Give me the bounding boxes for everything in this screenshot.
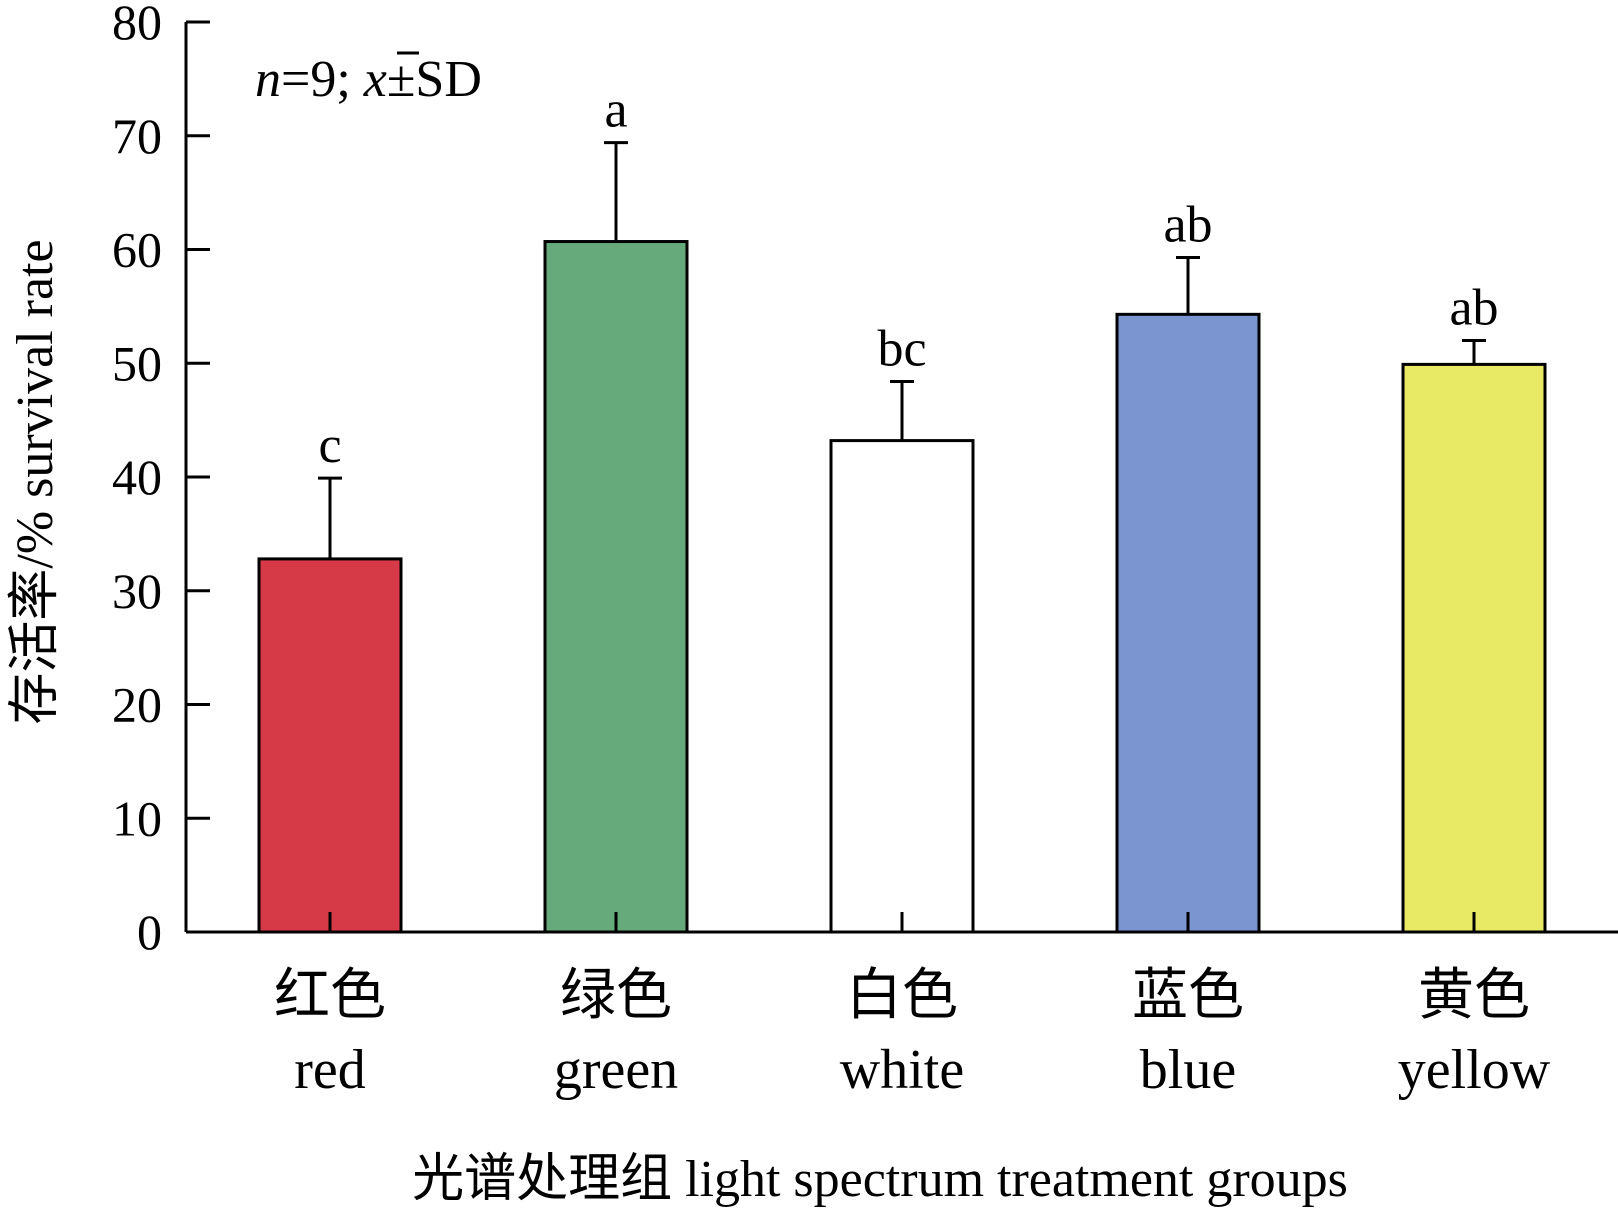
x-axis-title: 光谱处理组 light spectrum treatment groups bbox=[412, 1151, 1348, 1208]
y-axis-title: 存活率/% survival rate bbox=[7, 239, 64, 724]
bar-red bbox=[257, 557, 403, 934]
annotation-xbar: x bbox=[363, 51, 387, 108]
significance-label: bc bbox=[877, 320, 926, 377]
y-tick-label: 70 bbox=[112, 108, 162, 164]
bar-green bbox=[543, 240, 689, 934]
significance-label: c bbox=[318, 417, 341, 474]
significance-label: ab bbox=[1449, 280, 1498, 337]
category-label-zh: 白色 bbox=[846, 965, 958, 1027]
y-tick-label: 80 bbox=[112, 0, 162, 50]
category-label-en: white bbox=[840, 1039, 964, 1101]
significance-labels: c a bc ab ab bbox=[318, 82, 1498, 475]
annotation-sd: ±SD bbox=[387, 51, 482, 108]
axes bbox=[184, 22, 1618, 934]
error-bars bbox=[318, 141, 1486, 559]
category-label-en: yellow bbox=[1398, 1039, 1551, 1101]
bar-white bbox=[829, 439, 975, 934]
y-tick-label: 20 bbox=[112, 677, 162, 733]
bar-blue bbox=[1115, 312, 1261, 934]
y-tick-label: 40 bbox=[112, 449, 162, 505]
y-tick-label: 30 bbox=[112, 563, 162, 619]
category-label-zh: 绿色 bbox=[560, 965, 672, 1027]
sample-annotation: n=9; x±SD bbox=[255, 51, 482, 108]
category-label-zh: 红色 bbox=[274, 965, 386, 1027]
category-label-en: blue bbox=[1140, 1039, 1236, 1101]
category-label-en: green bbox=[554, 1039, 678, 1101]
y-tick-label: 10 bbox=[112, 790, 162, 846]
y-tick-label: 60 bbox=[112, 222, 162, 278]
x-axis-category-labels: 红色 red 绿色 green 白色 white 蓝色 blue 黄色 yellow bbox=[274, 965, 1551, 1101]
category-label-en: red bbox=[294, 1039, 366, 1101]
annotation-eq: =9; bbox=[281, 51, 364, 108]
bar-yellow bbox=[1401, 362, 1547, 934]
annotation-n: n bbox=[255, 51, 281, 108]
significance-label: ab bbox=[1163, 196, 1212, 253]
bars bbox=[257, 240, 1547, 934]
category-label-zh: 蓝色 bbox=[1132, 965, 1244, 1027]
y-tick-label: 50 bbox=[112, 335, 162, 391]
category-label-zh: 黄色 bbox=[1418, 965, 1530, 1027]
significance-label: a bbox=[604, 82, 627, 139]
y-tick-label: 0 bbox=[137, 904, 162, 960]
y-axis-ticks: 0 10 20 30 40 50 60 70 80 bbox=[112, 0, 210, 960]
